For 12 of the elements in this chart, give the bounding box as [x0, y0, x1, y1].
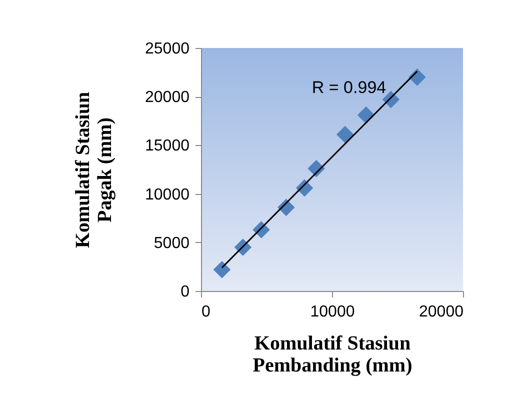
- y-tick-label: 10000: [145, 186, 190, 204]
- annotation: R = 0.994: [312, 78, 386, 97]
- y-tick-label: 25000: [145, 40, 190, 58]
- x-axis-title: Komulatif Stasiun Pembanding (mm): [252, 332, 412, 376]
- x-tick-label: 20000: [419, 304, 464, 320]
- y-tick-label: 5000: [154, 234, 190, 252]
- x-tick-label: 0: [202, 304, 210, 320]
- y-axis-title: Komulatif Stasiun Pagak (mm): [72, 92, 116, 248]
- y-tick-label: 20000: [145, 89, 190, 106]
- y-tick-label: 0: [180, 284, 190, 300]
- y-tick-label: 15000: [145, 138, 190, 155]
- x-tick-label: 10000: [310, 304, 355, 320]
